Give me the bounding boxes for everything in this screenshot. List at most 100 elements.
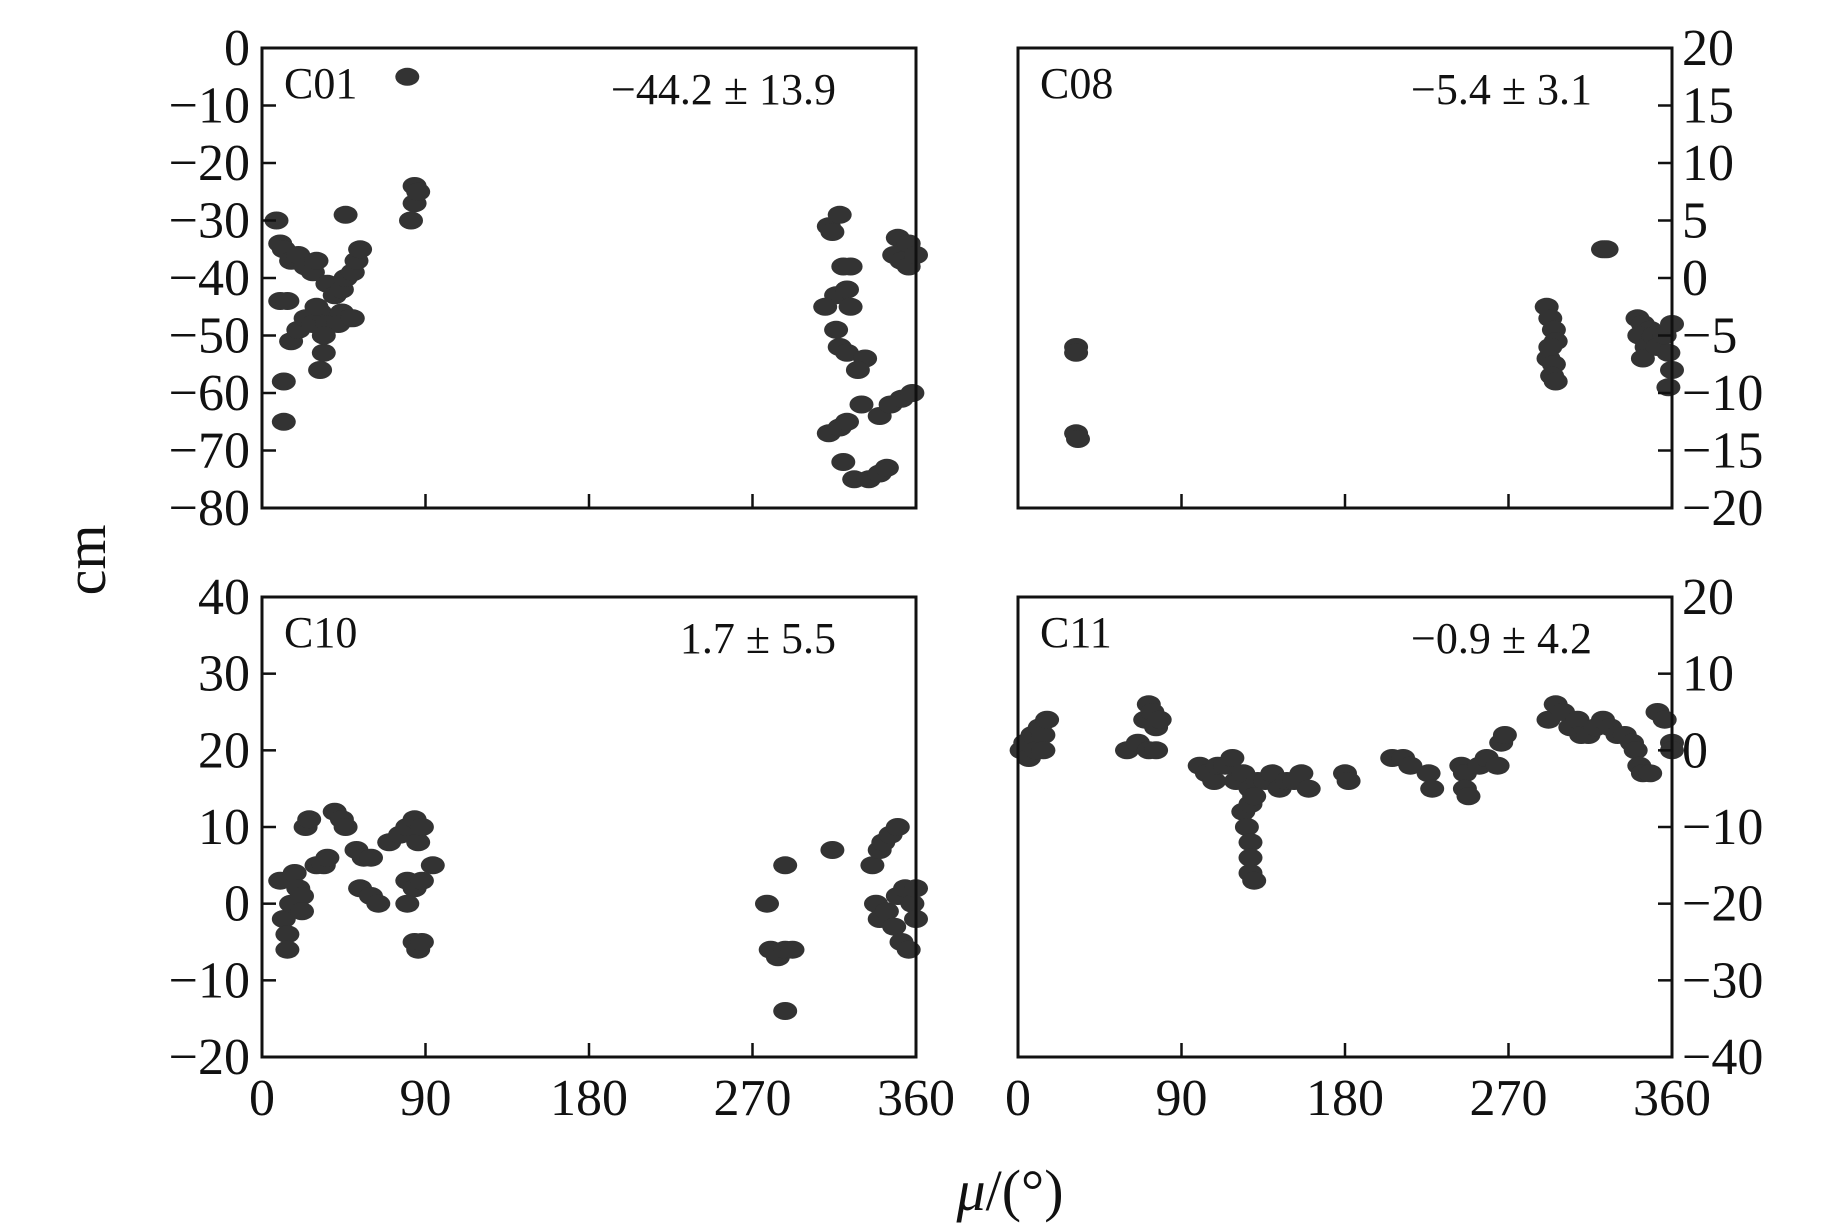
data-point (820, 223, 845, 241)
data-point (1565, 710, 1590, 729)
data-point (406, 182, 431, 201)
x-tick-label: 0 (1005, 1070, 1031, 1127)
y-tick-label: −10 (169, 78, 250, 135)
data-point (773, 856, 798, 875)
data-point (304, 251, 329, 270)
data-point (366, 894, 391, 913)
y-tick-label: 0 (1682, 250, 1708, 307)
data-point (333, 818, 358, 836)
y-tick-label: −10 (1682, 365, 1763, 422)
data-point (264, 211, 289, 230)
y-tick-label: 5 (1682, 193, 1708, 250)
data-point (304, 297, 329, 316)
data-point (311, 343, 336, 362)
data-point (773, 1002, 798, 1020)
data-point (882, 917, 907, 936)
data-point (1456, 787, 1481, 806)
data-point (395, 67, 420, 86)
y-tick-label: 20 (198, 722, 250, 779)
x-tick-label: 180 (1306, 1070, 1384, 1127)
y-tick-label: 20 (1682, 20, 1734, 77)
data-point (1031, 741, 1056, 760)
data-point (1035, 710, 1060, 729)
y-tick-label: −10 (1682, 799, 1763, 856)
y-tick-label: −70 (169, 423, 250, 480)
x-tick-label: 360 (877, 1070, 955, 1127)
data-point (1485, 756, 1510, 775)
data-point (1656, 343, 1681, 362)
data-point (1147, 710, 1172, 729)
data-point (311, 326, 336, 345)
y-tick-label: −50 (169, 308, 250, 365)
data-point (348, 240, 373, 259)
panel-annotation: −0.9 ± 4.2 (1411, 614, 1592, 663)
x-tick-label: 90 (400, 1070, 452, 1127)
data-point (838, 257, 863, 276)
data-point (359, 848, 383, 867)
data-point (271, 910, 296, 928)
data-point (315, 848, 340, 867)
data-point (1242, 787, 1267, 806)
x-tick-label: 270 (714, 1070, 792, 1127)
data-point (824, 320, 849, 339)
data-point (835, 343, 859, 362)
y-tick-label: 20 (1682, 569, 1734, 626)
data-point (1594, 240, 1619, 259)
data-point (1623, 741, 1648, 760)
data-point (290, 887, 314, 905)
data-point (1202, 772, 1227, 790)
x-axis-title-unit: /(°) (986, 1158, 1064, 1223)
data-point (827, 205, 852, 224)
data-point (835, 412, 859, 431)
data-point (420, 856, 445, 875)
y-tick-label: 10 (1682, 135, 1734, 192)
y-tick-label: −20 (169, 135, 250, 192)
data-point (1220, 749, 1245, 767)
data-point (406, 833, 431, 852)
data-point (1416, 764, 1441, 783)
y-tick-label: 10 (1682, 646, 1734, 703)
x-tick-label: 270 (1470, 1070, 1548, 1127)
data-point (860, 856, 885, 875)
data-point (831, 453, 856, 471)
data-point (900, 894, 925, 913)
panel-c11: 0 90 180 270 360 20 10 0 −10 −20 −30 −40 C11 −0.9 ± 4… (1005, 569, 1763, 1127)
x-axis-title: μ/(°) (955, 1158, 1063, 1223)
data-point (1336, 772, 1361, 790)
data-point (1398, 756, 1423, 775)
data-point (282, 864, 307, 882)
data-point (1289, 764, 1314, 783)
y-axis-title: cm (53, 525, 118, 596)
data-point (1242, 871, 1267, 890)
data-point (275, 925, 300, 944)
y-tick-label: 15 (1682, 78, 1734, 135)
data-point (874, 902, 899, 921)
data-point (1234, 818, 1259, 836)
data-point (271, 412, 296, 431)
data-point (275, 292, 300, 310)
y-tick-label: 30 (198, 646, 250, 703)
data-point (820, 841, 845, 859)
data-point (845, 361, 870, 379)
data-point (755, 894, 779, 913)
data-point (290, 902, 314, 921)
data-point (900, 384, 925, 402)
data-point (409, 933, 434, 951)
data-point (340, 309, 365, 328)
x-axis-title-symbol: μ (955, 1158, 985, 1223)
data-point (874, 458, 899, 477)
data-point (1638, 764, 1663, 783)
data-point (275, 940, 300, 959)
data-point (1543, 372, 1568, 391)
y-tick-label: 0 (224, 876, 250, 933)
data-point (409, 818, 434, 836)
y-tick-label: −10 (169, 952, 250, 1009)
y-tick-label: −30 (169, 193, 250, 250)
data-point (1492, 726, 1517, 744)
y-tick-label: 40 (198, 569, 250, 626)
data-point (409, 871, 434, 890)
